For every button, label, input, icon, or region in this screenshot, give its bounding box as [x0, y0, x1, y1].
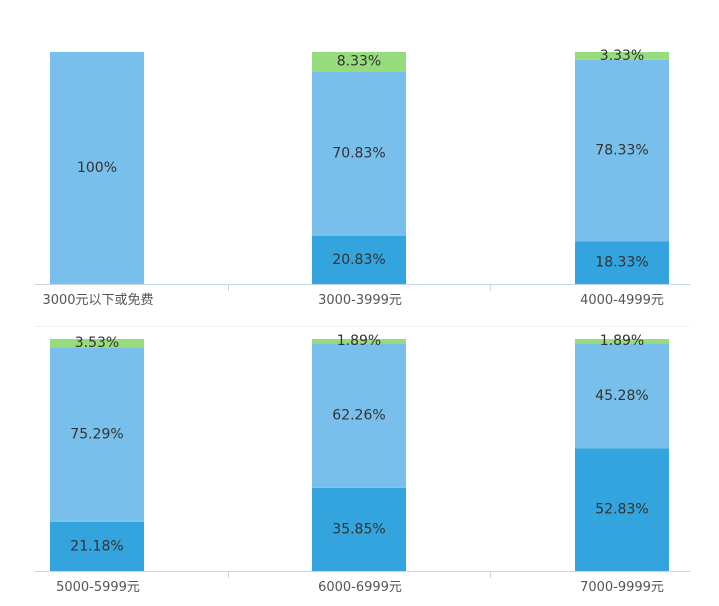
data-label: 20.83% [332, 252, 385, 268]
bar-segment [312, 339, 406, 344]
data-label: 70.83% [332, 145, 385, 161]
bar-segment [312, 71, 406, 236]
data-label: 18.33% [595, 255, 648, 271]
category-label: 4000-4999元 [580, 293, 664, 308]
data-label: 35.85% [332, 521, 385, 537]
bar-segment [50, 347, 144, 522]
bar-segment [312, 343, 406, 488]
data-label: 1.89% [600, 333, 644, 349]
category-label: 3000-3999元 [318, 293, 402, 308]
bar-segment [575, 59, 669, 242]
category-label: 3000元以下或免费 [42, 293, 153, 308]
bar-segment [50, 52, 144, 284]
data-label: 52.83% [595, 502, 648, 518]
bar-segment [312, 235, 406, 284]
bar-segment [575, 448, 669, 571]
category-label: 6000-6999元 [318, 580, 402, 595]
bar-segment [312, 487, 406, 571]
data-label: 1.89% [337, 333, 381, 349]
data-label: 75.29% [70, 427, 123, 443]
data-label: 78.33% [595, 143, 648, 159]
data-label: 45.28% [595, 388, 648, 404]
bar-segment [312, 52, 406, 72]
data-label: 3.53% [75, 335, 119, 351]
bar-segment [575, 241, 669, 284]
data-label: 8.33% [337, 54, 381, 70]
data-label: 100% [77, 160, 117, 176]
bar-segment [575, 52, 669, 60]
bar-segment [575, 339, 669, 344]
data-label: 21.18% [70, 538, 123, 554]
data-label: 62.26% [332, 408, 385, 424]
data-label: 3.33% [600, 48, 644, 64]
category-label: 7000-9999元 [580, 580, 664, 595]
bar-segment [50, 521, 144, 571]
bar-segment [575, 343, 669, 449]
category-label: 5000-5999元 [56, 580, 140, 595]
bar-segment [50, 339, 144, 348]
